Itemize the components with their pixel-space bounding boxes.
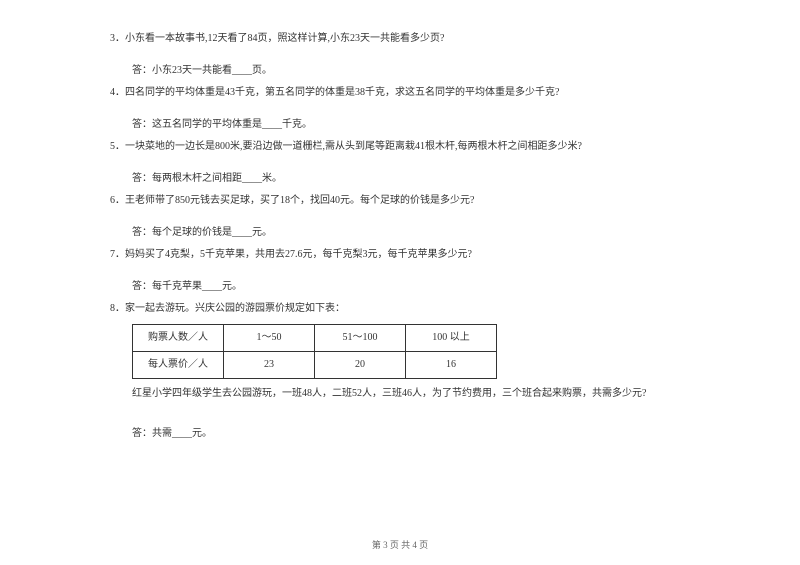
table-cell: 51～100 — [315, 325, 406, 352]
answer-5: 答：每两根木杆之间相距____米。 — [132, 170, 690, 188]
table-row: 每人票价／人 23 20 16 — [133, 352, 497, 379]
question-8-text1: 8．家一起去游玩。兴庆公园的游园票价规定如下表： — [110, 303, 345, 314]
table-cell: 1～50 — [224, 325, 315, 352]
answer-7-text: 答：每千克苹果____元。 — [132, 281, 242, 292]
table-cell: 100 以上 — [406, 325, 497, 352]
answer-4: 答：这五名同学的平均体重是____千克。 — [132, 116, 690, 134]
answer-3: 答：小东23天一共能看____页。 — [132, 62, 690, 80]
answer-3-text: 答：小东23天一共能看____页。 — [132, 65, 272, 76]
question-5: 5．一块菜地的一边长是800米,要沿边做一道栅栏,需从头到尾等距离栽41根木杆,… — [110, 138, 690, 156]
table-cell: 购票人数／人 — [133, 325, 224, 352]
page-footer: 第 3 页 共 4 页 — [0, 538, 800, 551]
answer-8-text: 答：共需____元。 — [132, 428, 212, 439]
question-7: 7．妈妈买了4克梨，5千克苹果，共用去27.6元，每千克梨3元，每千克苹果多少元… — [110, 246, 690, 264]
question-4-text: 4．四名同学的平均体重是43千克，第五名同学的体重是38千克，求这五名同学的平均… — [110, 87, 559, 98]
answer-5-text: 答：每两根木杆之间相距____米。 — [132, 173, 282, 184]
footer-text: 第 3 页 共 4 页 — [372, 540, 428, 550]
table-cell: 23 — [224, 352, 315, 379]
question-8-text2: 红星小学四年级学生去公园游玩，一班48人，二班52人，三班46人，为了节约费用，… — [132, 388, 646, 399]
price-table: 购票人数／人 1～50 51～100 100 以上 每人票价／人 23 20 1… — [132, 324, 497, 379]
document-page: 3．小东看一本故事书,12天看了84页，照这样计算,小东23天一共能看多少页? … — [0, 0, 800, 467]
answer-6: 答：每个足球的价钱是____元。 — [132, 224, 690, 242]
question-6-text: 6．王老师带了850元钱去买足球，买了18个，找回40元。每个足球的价钱是多少元… — [110, 195, 474, 206]
question-4: 4．四名同学的平均体重是43千克，第五名同学的体重是38千克，求这五名同学的平均… — [110, 84, 690, 102]
table-cell: 20 — [315, 352, 406, 379]
question-3-text: 3．小东看一本故事书,12天看了84页，照这样计算,小东23天一共能看多少页? — [110, 33, 444, 44]
answer-6-text: 答：每个足球的价钱是____元。 — [132, 227, 272, 238]
answer-7: 答：每千克苹果____元。 — [132, 278, 690, 296]
price-table-wrap: 购票人数／人 1～50 51～100 100 以上 每人票价／人 23 20 1… — [132, 324, 690, 379]
answer-8: 答：共需____元。 — [132, 425, 690, 443]
table-cell: 16 — [406, 352, 497, 379]
question-6: 6．王老师带了850元钱去买足球，买了18个，找回40元。每个足球的价钱是多少元… — [110, 192, 690, 210]
question-3: 3．小东看一本故事书,12天看了84页，照这样计算,小东23天一共能看多少页? — [110, 30, 690, 48]
question-5-text: 5．一块菜地的一边长是800米,要沿边做一道栅栏,需从头到尾等距离栽41根木杆,… — [110, 141, 582, 152]
question-8: 8．家一起去游玩。兴庆公园的游园票价规定如下表： — [110, 300, 690, 318]
question-8-text2-wrap: 红星小学四年级学生去公园游玩，一班48人，二班52人，三班46人，为了节约费用，… — [132, 385, 690, 403]
table-cell: 每人票价／人 — [133, 352, 224, 379]
table-row: 购票人数／人 1～50 51～100 100 以上 — [133, 325, 497, 352]
answer-4-text: 答：这五名同学的平均体重是____千克。 — [132, 119, 312, 130]
question-7-text: 7．妈妈买了4克梨，5千克苹果，共用去27.6元，每千克梨3元，每千克苹果多少元… — [110, 249, 472, 260]
